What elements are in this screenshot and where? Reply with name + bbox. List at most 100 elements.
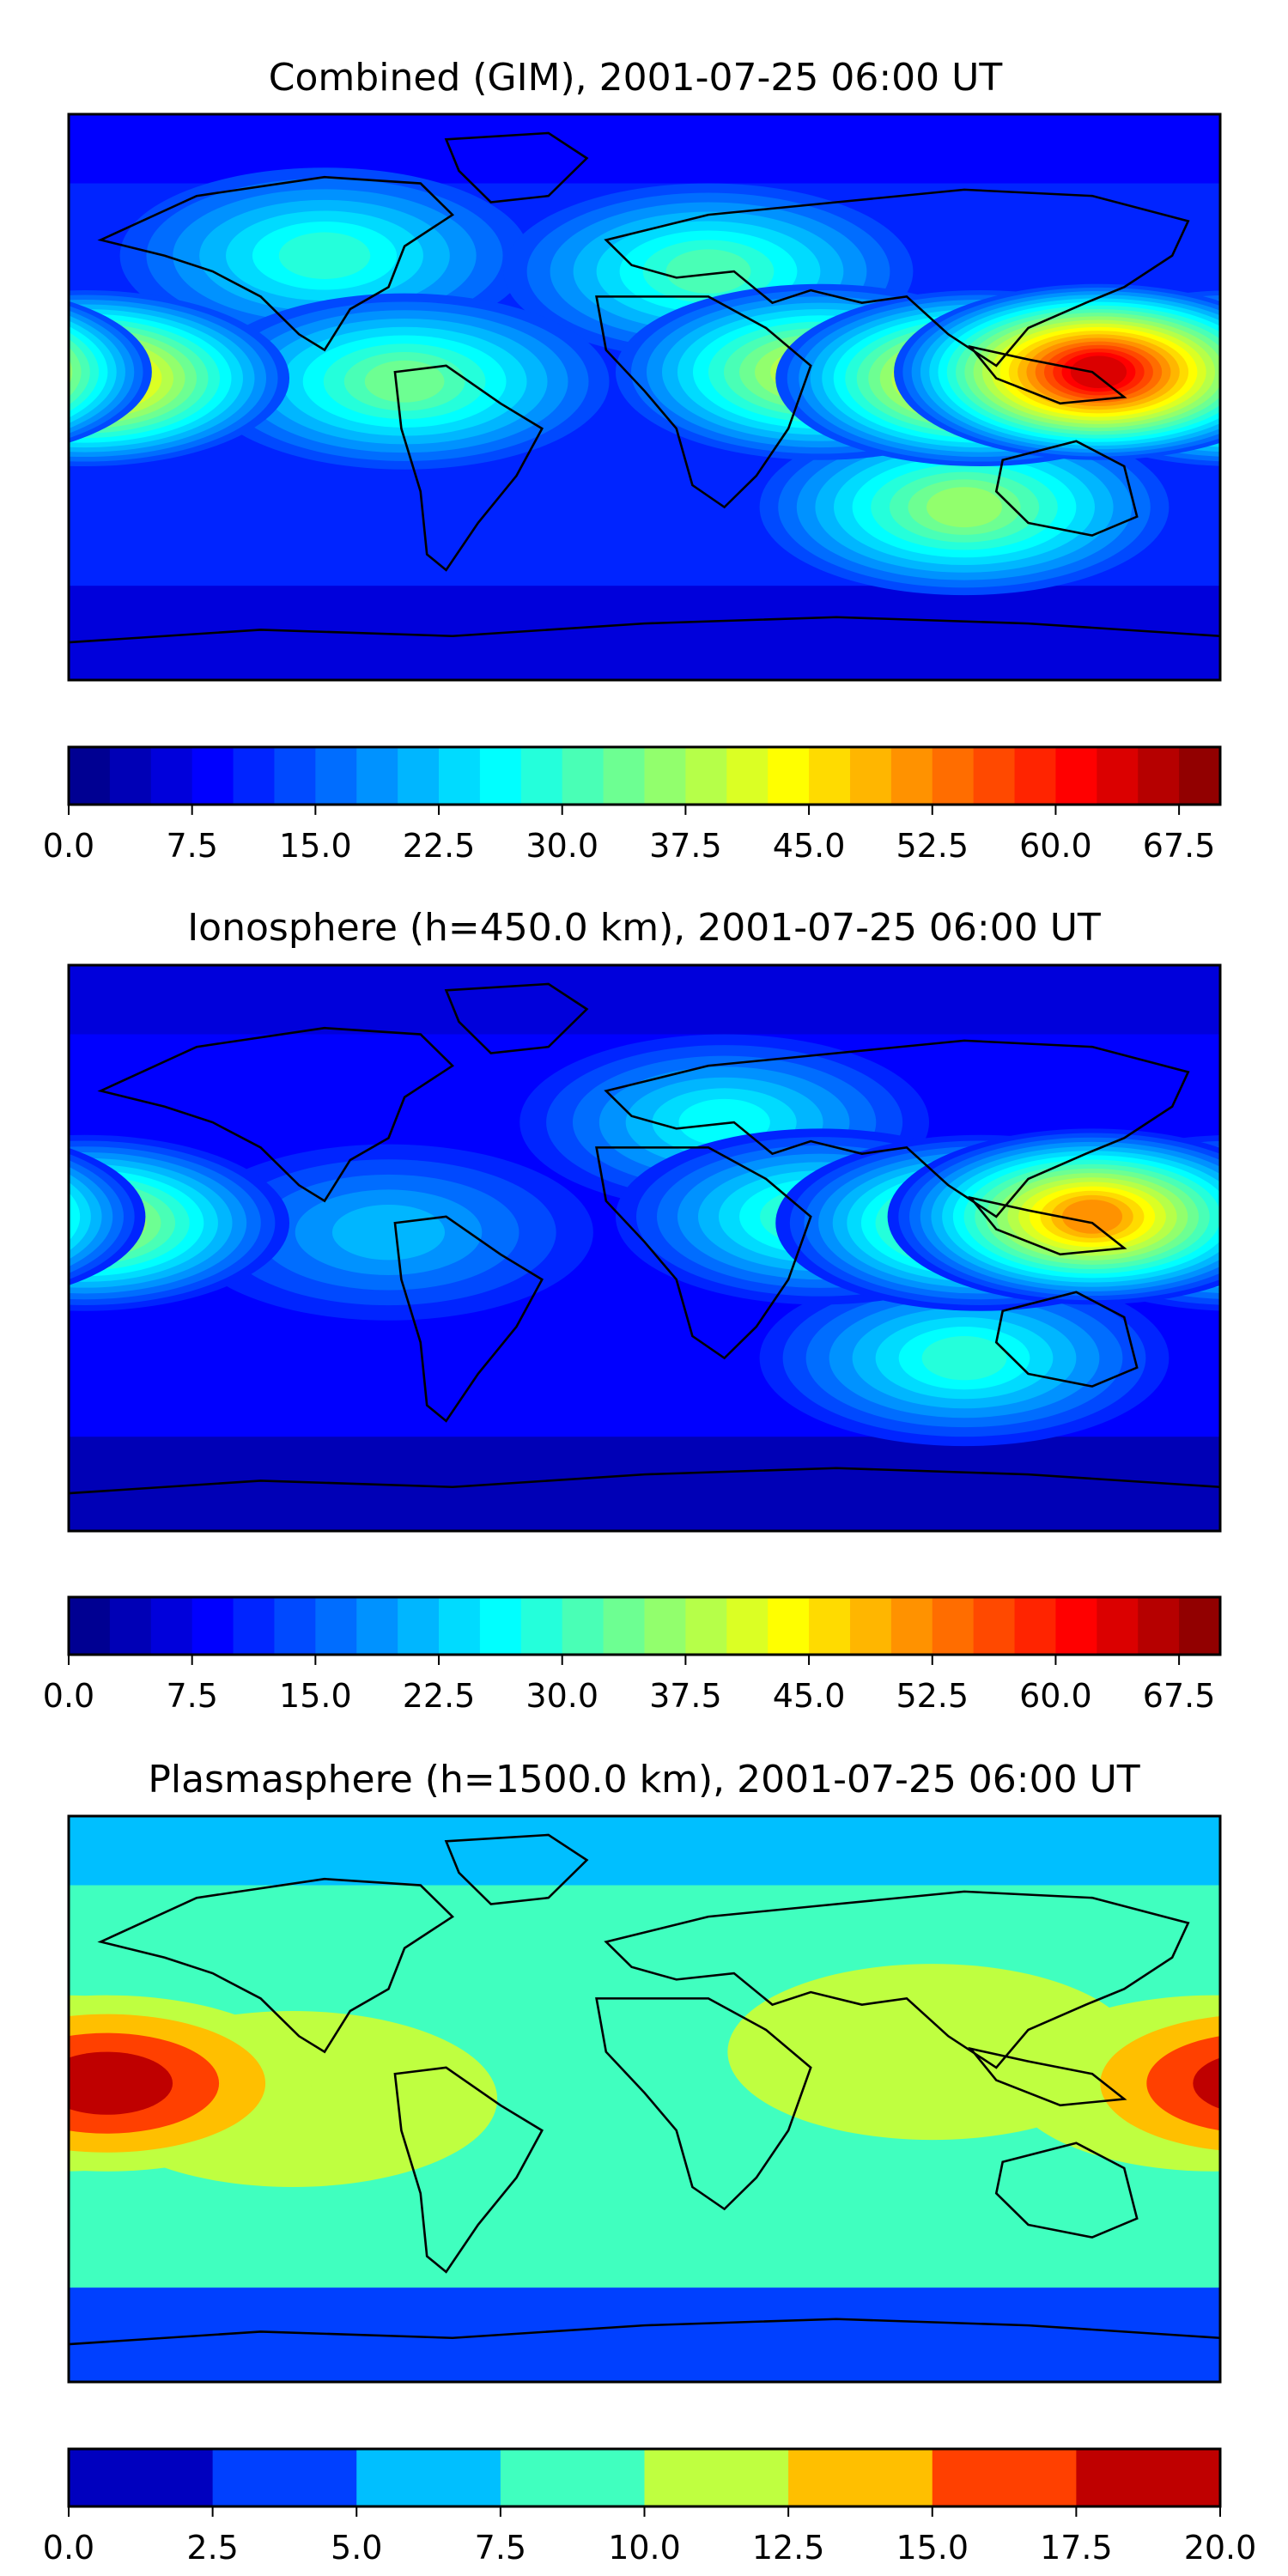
- contour-level: [69, 2051, 173, 2115]
- colorbar-tick-label: 7.5: [166, 1677, 217, 1715]
- colorbar-segment: [69, 747, 111, 805]
- colorbar: 0.0 7.5 15.0 22.5 30.0 37.5 45.0 52.5 60.0 67.5: [43, 1595, 1222, 1715]
- coastline: [968, 1195, 1127, 1256]
- colorbar-tick-label: 5.0: [331, 2529, 382, 2567]
- south-polar-band: [69, 2287, 1220, 2382]
- colorbar-segment: [788, 2449, 933, 2506]
- colorbar-segment: [768, 1597, 810, 1655]
- contour-level: [0, 1173, 36, 1261]
- colorbar-segment: [150, 1597, 193, 1655]
- map-area: [0, 965, 1220, 1531]
- colorbar-segment: [356, 2449, 501, 2506]
- colorbar-tick-label: 17.5: [1040, 2529, 1113, 2567]
- north-polar-band: [69, 1816, 1220, 1886]
- colorbar-segment: [1097, 747, 1139, 805]
- colorbar-segment: [356, 1597, 398, 1655]
- colorbar-tick-label: 37.5: [649, 1677, 722, 1715]
- contour-level: [0, 419, 17, 595]
- contour-level: [0, 1146, 5, 1299]
- coastline: [444, 1833, 589, 1905]
- field-hotspot: [0, 283, 1220, 460]
- contour-level: [0, 1164, 58, 1269]
- contour-level: [1146, 2036, 1220, 2131]
- coastline: [604, 1039, 1190, 1218]
- colorbar-segment: [644, 747, 686, 805]
- map-area: [69, 1816, 1288, 2382]
- colorbar-segment: [562, 747, 605, 805]
- colorbar-segment: [973, 1597, 1016, 1655]
- colorbar-tick-label: 0.0: [43, 1677, 94, 1715]
- contour-level: [665, 249, 751, 294]
- colorbar-segment: [809, 1597, 851, 1655]
- field-hotspot: [0, 419, 1170, 596]
- colorbar-segment: [191, 1597, 234, 1655]
- coastlines: [69, 1833, 1220, 2382]
- colorbar-segment: [315, 1597, 357, 1655]
- north-polar-band: [69, 965, 1220, 1035]
- contour-level: [0, 331, 37, 413]
- field-hotspot: [199, 293, 610, 470]
- coastline: [393, 1215, 544, 1423]
- colorbar-segment: [849, 1597, 892, 1655]
- coastline: [69, 2318, 1220, 2382]
- panel-combined: Combined (GIM), 2001-07-25 06:00 UT 0.0 7…: [0, 56, 1222, 865]
- contour-level: [0, 337, 20, 405]
- coastline: [444, 131, 589, 204]
- colorbar-segment: [890, 747, 933, 805]
- contour-level: [0, 320, 64, 424]
- colorbar-segment: [274, 747, 316, 805]
- field-hotspot: [503, 183, 914, 360]
- contour-field: [0, 114, 1220, 680]
- colorbar-segment: [274, 1597, 316, 1655]
- field-hotspot: [69, 1995, 1220, 2172]
- colorbar-segment: [1179, 1597, 1221, 1655]
- coastline: [604, 1890, 1190, 2069]
- contour-level: [364, 360, 445, 403]
- coastline: [444, 982, 589, 1054]
- colorbar-tick-label: 52.5: [896, 1677, 969, 1715]
- contour-level: [0, 295, 22, 462]
- colorbar-segment: [69, 1597, 111, 1655]
- colorbar-tick-label: 30.0: [526, 827, 598, 865]
- contour-field: [69, 1816, 1288, 2382]
- colorbar-segment: [685, 747, 727, 805]
- contour-level: [0, 300, 10, 457]
- colorbar-segment: [1076, 2449, 1221, 2506]
- colorbar-segment: [768, 747, 810, 805]
- coastline: [393, 364, 544, 572]
- colorbar-tick-label: 45.0: [773, 1677, 846, 1715]
- colorbar-tick-label: 20.0: [1184, 2529, 1257, 2567]
- colorbar-segment: [1138, 1597, 1180, 1655]
- contour-level: [69, 1192, 81, 1242]
- colorbar-segment: [726, 1597, 769, 1655]
- colorbar-tick-label: 0.0: [43, 2529, 94, 2567]
- contour-level: [1239, 2011, 1288, 2187]
- panel-plasmasphere: Plasmasphere (h=1500.0 km), 2001-07-25 0…: [43, 1758, 1288, 2567]
- colorbar-segment: [479, 1597, 522, 1655]
- contour-level: [0, 1140, 19, 1305]
- colorbar-tick-label: 22.5: [403, 827, 476, 865]
- field-hotspot: [184, 1144, 593, 1321]
- colorbar-segment: [520, 1597, 563, 1655]
- colorbar-segment: [603, 747, 646, 805]
- coastline: [595, 1146, 812, 1360]
- colorbar-segment: [932, 2449, 1077, 2506]
- contour-level: [0, 290, 33, 466]
- colorbar-tick-label: 52.5: [896, 827, 969, 865]
- coastlines: [69, 131, 1220, 680]
- colorbar-segment: [520, 747, 563, 805]
- coastline: [968, 344, 1127, 405]
- colorbar-tick-label: 45.0: [773, 827, 846, 865]
- map-area: [0, 114, 1220, 680]
- contour-level: [0, 1187, 3, 1248]
- colorbar-segment: [890, 1597, 933, 1655]
- contour-level: [278, 232, 371, 279]
- panel-title: Combined (GIM), 2001-07-25 06:00 UT: [269, 56, 1003, 100]
- contour-level: [927, 487, 1002, 528]
- colorbar-segment: [932, 747, 975, 805]
- colorbar-segment: [1014, 747, 1057, 805]
- coastline: [97, 1877, 455, 2054]
- coastline: [393, 2066, 544, 2274]
- colorbar-segment: [398, 1597, 440, 1655]
